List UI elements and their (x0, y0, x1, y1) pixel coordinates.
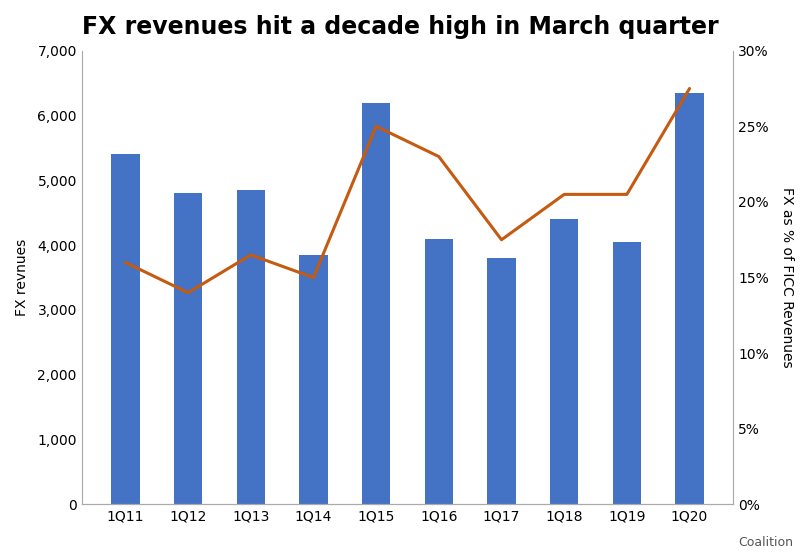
Y-axis label: FX revnues: FX revnues (15, 239, 29, 316)
Bar (550, 219, 578, 504)
Bar (487, 258, 515, 504)
Bar (112, 154, 139, 504)
Bar (237, 190, 265, 504)
Bar (425, 239, 453, 504)
Text: Coalition: Coalition (738, 537, 793, 549)
Bar (612, 242, 641, 504)
Bar (676, 93, 704, 504)
Bar (362, 103, 390, 504)
Bar (174, 193, 202, 504)
Y-axis label: FX as % of FICC Revenues: FX as % of FICC Revenues (780, 187, 794, 368)
Bar (299, 255, 328, 504)
Text: FX revenues hit a decade high in March quarter: FX revenues hit a decade high in March q… (82, 15, 718, 39)
